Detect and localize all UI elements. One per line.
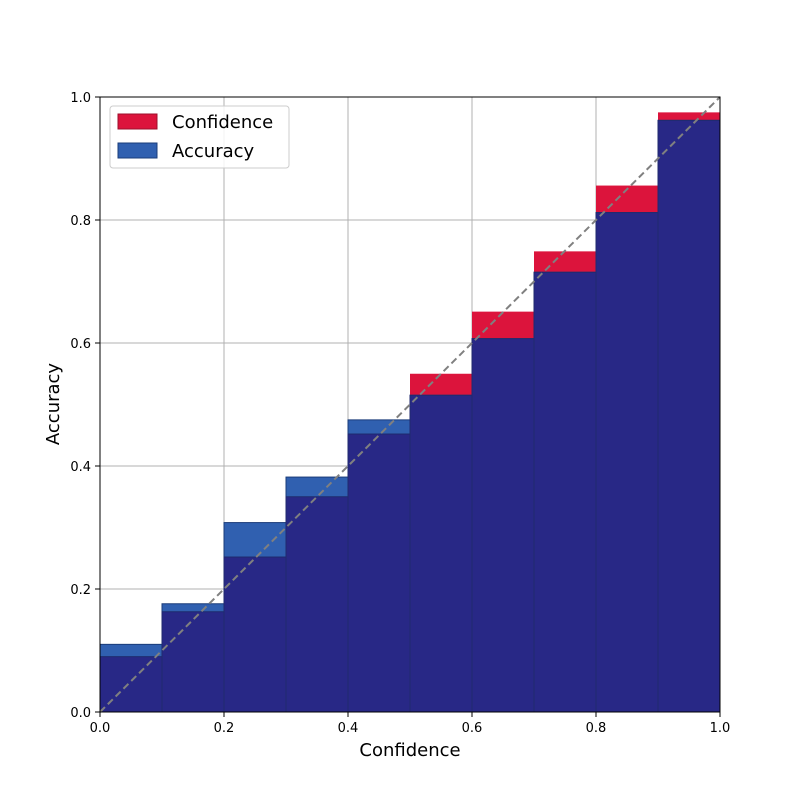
y-tick-label: 0.6 xyxy=(70,337,91,352)
diagonal-reference-line xyxy=(99,96,721,713)
overlap-bar xyxy=(595,212,659,713)
y-axis-label: Accuracy xyxy=(43,363,64,446)
x-tick-label: 0.6 xyxy=(462,721,483,736)
overlap-bar xyxy=(657,119,721,713)
overlap-bar xyxy=(223,556,287,713)
overlap-bar xyxy=(285,496,349,713)
bars-layer xyxy=(99,112,721,713)
x-tick-label: 1.0 xyxy=(710,721,731,736)
x-tick-label: 0.8 xyxy=(586,721,607,736)
overlap-bar xyxy=(409,394,473,713)
legend-label-accuracy: Accuracy xyxy=(172,141,255,162)
legend-swatch-confidence xyxy=(117,113,158,130)
y-tick-label: 0.4 xyxy=(70,460,91,475)
x-tick-label: 0.2 xyxy=(214,721,235,736)
axes-layer xyxy=(99,96,721,713)
overlap-bar xyxy=(161,611,225,713)
plot-frame xyxy=(99,96,721,713)
diagonal-layer xyxy=(99,96,721,713)
x-tick-label: 0.4 xyxy=(338,721,359,736)
overlap-bar xyxy=(347,433,411,713)
legend-swatch-accuracy xyxy=(117,142,158,159)
overlap-bar xyxy=(533,271,597,713)
y-tick-label: 1.0 xyxy=(70,91,91,106)
y-tick-label: 0.8 xyxy=(70,214,91,229)
overlap-bar xyxy=(471,338,535,713)
y-tick-label: 0.0 xyxy=(70,706,91,721)
x-tick-label: 0.0 xyxy=(90,721,111,736)
y-tick-label: 0.2 xyxy=(70,583,91,598)
legend: Confidence Accuracy xyxy=(109,105,290,169)
x-axis-label: Confidence xyxy=(359,740,460,761)
ticks-layer: 0.0 0.2 0.4 0.6 0.8 1.0 0.0 0.2 0.4 0.6 0.8 1.0 xyxy=(70,91,730,736)
legend-label-confidence: Confidence xyxy=(172,112,273,133)
